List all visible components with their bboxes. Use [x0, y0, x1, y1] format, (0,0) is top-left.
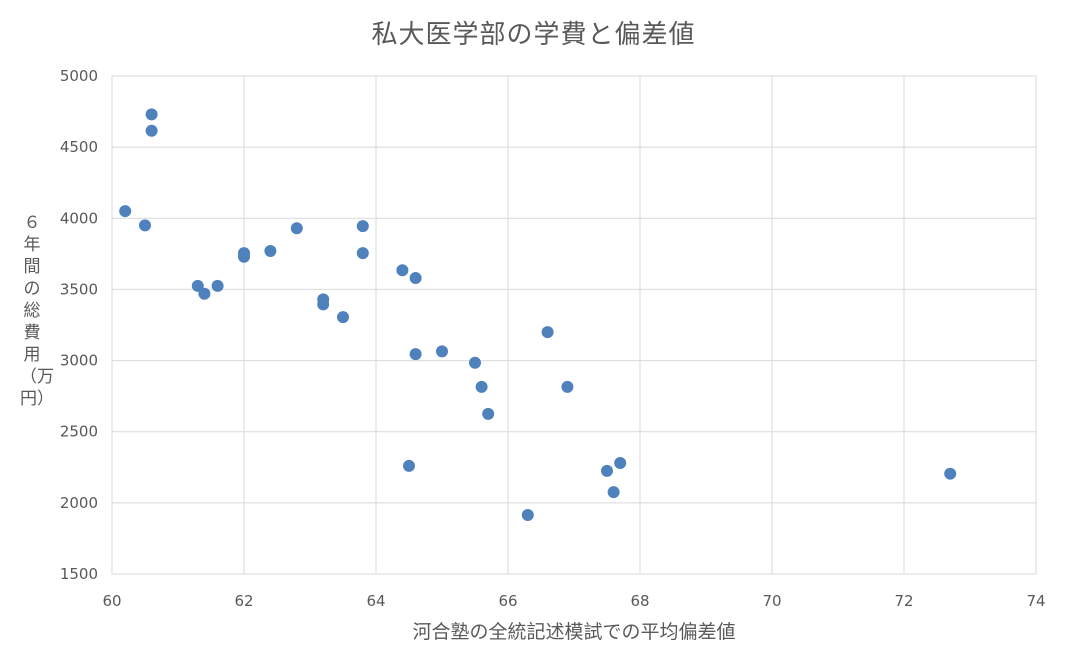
- data-point: [409, 272, 422, 285]
- x-tick-label: 72: [894, 592, 913, 610]
- data-point: [403, 459, 415, 472]
- data-point: [211, 279, 224, 292]
- data-point: [356, 247, 369, 260]
- x-tick-label: 74: [1026, 592, 1045, 610]
- y-axis-label: ６年間の総費用（万円）: [20, 213, 54, 409]
- data-point: [317, 298, 330, 311]
- y-tick-label: 2500: [60, 423, 98, 441]
- x-tick-label: 70: [762, 592, 781, 610]
- data-point: [356, 220, 369, 233]
- data-point: [944, 467, 957, 480]
- data-point: [119, 205, 132, 218]
- data-point: [145, 124, 158, 137]
- data-point: [436, 345, 448, 358]
- data-point: [139, 219, 151, 232]
- x-axis-label: 河合塾の全統記述模試での平均偏差値: [412, 621, 736, 643]
- data-point: [482, 407, 495, 420]
- data-point: [290, 222, 303, 235]
- y-tick-label: 4500: [60, 138, 98, 156]
- grid: [111, 75, 1037, 575]
- data-point: [614, 457, 627, 470]
- y-tick-label: 2000: [60, 494, 98, 512]
- data-point: [469, 356, 481, 369]
- x-tick-label: 68: [630, 592, 649, 610]
- x-tick-label: 66: [498, 592, 517, 610]
- y-tick-label: 3500: [60, 280, 98, 298]
- y-tick-label: 5000: [60, 67, 98, 85]
- data-point: [191, 279, 204, 292]
- data-point: [601, 464, 613, 477]
- data-point: [337, 311, 349, 324]
- tick-labels: 60 62 64 66 68 70 72 74 1500 2000 2500 3000 3500 4000…: [60, 67, 1046, 610]
- data-point: [475, 380, 488, 393]
- data-point: [607, 486, 620, 499]
- x-tick-label: 60: [102, 592, 121, 610]
- data-points: [119, 108, 957, 521]
- data-point: [238, 250, 250, 263]
- data-point: [561, 380, 574, 393]
- y-tick-label: 3000: [60, 352, 98, 370]
- x-tick-label: 62: [234, 592, 253, 610]
- data-point: [521, 508, 534, 521]
- data-point: [198, 287, 211, 300]
- y-tick-label: 1500: [60, 565, 98, 583]
- data-point: [409, 348, 422, 361]
- x-tick-label: 64: [366, 592, 385, 610]
- y-tick-label: 4000: [60, 209, 98, 227]
- data-point: [396, 264, 409, 277]
- data-point: [264, 245, 277, 258]
- plot-area-border: [111, 75, 1037, 575]
- data-point: [541, 326, 554, 339]
- data-point: [145, 108, 158, 121]
- chart-title: 私大医学部の学費と偏差値: [371, 20, 696, 50]
